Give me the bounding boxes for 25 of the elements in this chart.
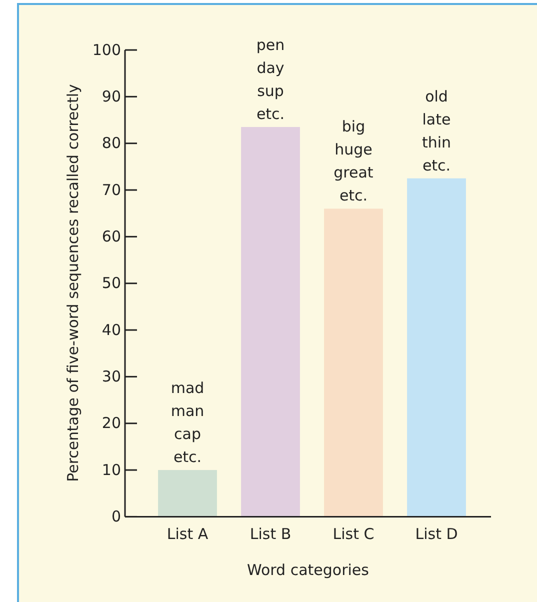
x-tick-label: List B [250,525,292,544]
annotation: old late thin etc. [422,87,452,174]
bar [324,208,383,517]
x-tick-label: List C [332,525,374,544]
y-tick-label: 50 [102,274,121,292]
y-tick-label: 90 [102,87,121,106]
annotation: big huge great etc. [334,118,374,205]
y-tick-label: 80 [102,134,121,152]
bar [407,178,466,517]
bar [241,127,300,517]
x-tick-label: List A [166,525,209,544]
y-tick-label: 60 [102,227,121,246]
y-tick-label: 0 [111,508,121,526]
x-axis-title: Word categories [247,561,370,579]
y-tick-label: 20 [102,414,121,432]
x-tick-label: List D [415,525,458,544]
y-tick-label: 30 [102,367,121,386]
y-tick-label: 10 [102,460,121,479]
y-tick-label: 40 [102,320,121,339]
y-axis-title: Percentage of five-word sequences recalled correctly [64,84,82,482]
bar [158,470,217,517]
y-tick-label: 70 [102,180,121,199]
annotation: mad man cap etc. [170,379,204,466]
annotation: pen day sup etc. [256,36,285,124]
y-tick-label: 100 [92,40,121,59]
